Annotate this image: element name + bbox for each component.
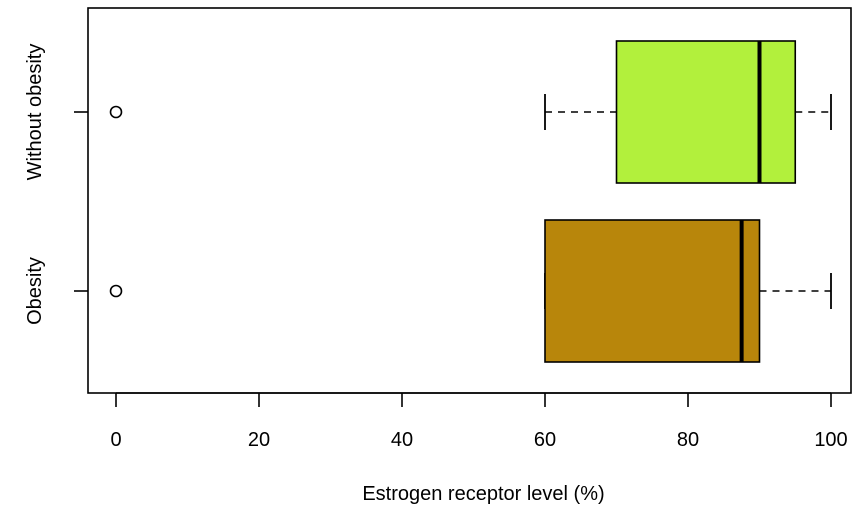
outlier-point xyxy=(109,105,123,119)
y-category-label: Without obesity xyxy=(24,44,46,181)
x-tick-label: 100 xyxy=(814,429,847,451)
box-obesity xyxy=(109,219,832,363)
iqr-box xyxy=(615,40,797,184)
box-without-obesity xyxy=(109,40,832,184)
x-tick-label: 0 xyxy=(110,429,121,451)
x-tick-label: 60 xyxy=(534,429,556,451)
y-category-label: Obesity xyxy=(24,257,46,325)
iqr-box xyxy=(544,219,761,363)
x-axis-title: Estrogen receptor level (%) xyxy=(362,483,604,505)
x-tick-label: 40 xyxy=(391,429,413,451)
x-tick-label: 20 xyxy=(248,429,270,451)
y-axis: Obesity Without obesity xyxy=(24,44,88,325)
x-tick-label: 80 xyxy=(677,429,699,451)
outlier-point xyxy=(109,284,123,298)
x-axis: 0 20 40 60 80 100 xyxy=(110,392,848,451)
box-series xyxy=(109,40,832,363)
